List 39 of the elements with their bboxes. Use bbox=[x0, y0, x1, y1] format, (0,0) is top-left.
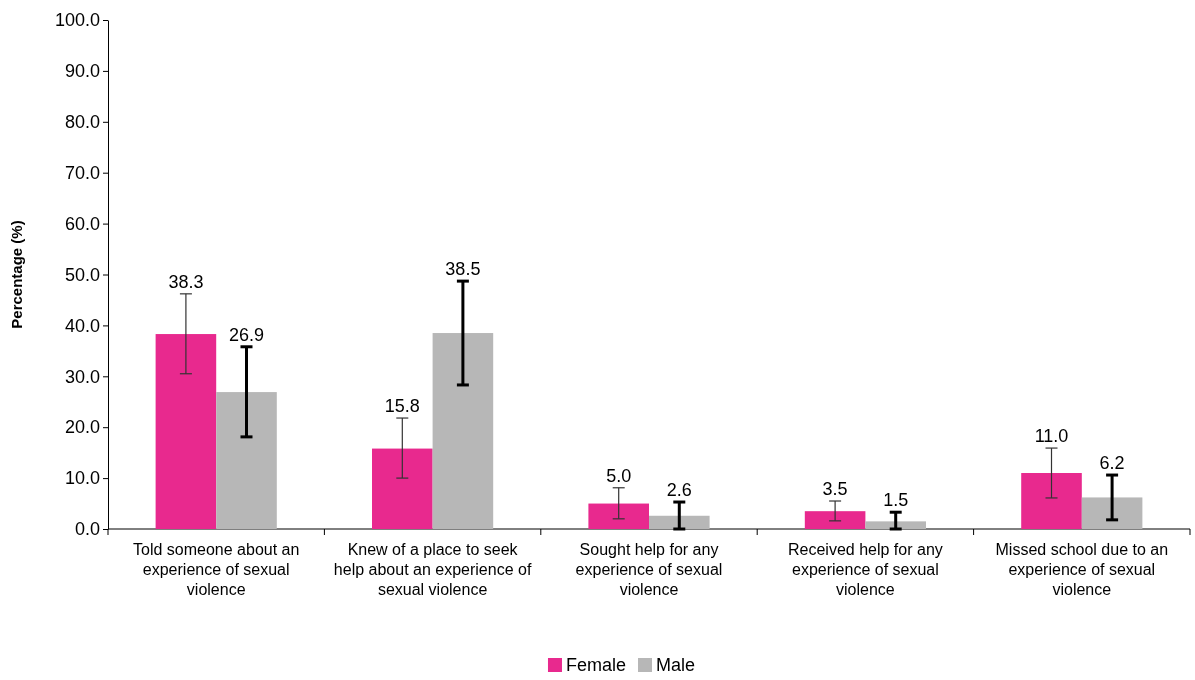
data-label: 26.9 bbox=[228, 324, 265, 345]
bar bbox=[804, 511, 866, 529]
y-tick-label: 60.0 bbox=[64, 213, 100, 234]
legend-label: Female bbox=[565, 655, 627, 675]
bar bbox=[216, 392, 277, 529]
bar bbox=[588, 503, 649, 529]
y-tick-label: 90.0 bbox=[64, 61, 100, 82]
y-tick-label: 20.0 bbox=[64, 417, 100, 438]
x-tick-label: Knew of a place to seek help about an experience of sexual violence bbox=[333, 541, 532, 598]
y-tick-label: 100.0 bbox=[54, 10, 100, 31]
bar bbox=[1081, 497, 1143, 529]
x-tick-label: Told someone about an experience of sexual violence bbox=[133, 541, 300, 598]
data-label: 2.6 bbox=[666, 480, 692, 501]
y-axis-title: Percentage (%) bbox=[8, 220, 25, 329]
data-label: 38.3 bbox=[168, 271, 204, 292]
data-label: 1.5 bbox=[883, 490, 909, 511]
y-tick-label: 0.0 bbox=[74, 519, 100, 540]
data-label: 6.2 bbox=[1099, 453, 1125, 474]
data-label: 38.5 bbox=[445, 259, 481, 280]
bar bbox=[1021, 473, 1082, 529]
data-label: 5.0 bbox=[606, 465, 632, 486]
y-tick-label: 30.0 bbox=[64, 366, 100, 387]
y-tick-label: 70.0 bbox=[64, 162, 100, 183]
x-tick-label: Received help for any experience of sexual violence bbox=[788, 541, 943, 598]
legend-label: Male bbox=[656, 655, 696, 675]
bar bbox=[155, 334, 217, 529]
data-label: 15.8 bbox=[384, 396, 420, 417]
y-tick-label: 80.0 bbox=[64, 112, 100, 133]
y-tick-label: 50.0 bbox=[64, 264, 100, 285]
bar bbox=[865, 521, 926, 529]
y-tick-label: 10.0 bbox=[64, 468, 100, 489]
bar bbox=[432, 333, 494, 529]
bar bbox=[372, 448, 433, 529]
data-label: 11.0 bbox=[1034, 426, 1069, 447]
bar bbox=[649, 515, 710, 529]
data-label: 3.5 bbox=[822, 479, 848, 500]
y-tick-label: 40.0 bbox=[64, 315, 100, 336]
x-tick-label: Missed school due to an experience of sexual violence bbox=[995, 541, 1169, 598]
x-tick-label: Sought help for any experience of sexual violence bbox=[575, 541, 723, 598]
